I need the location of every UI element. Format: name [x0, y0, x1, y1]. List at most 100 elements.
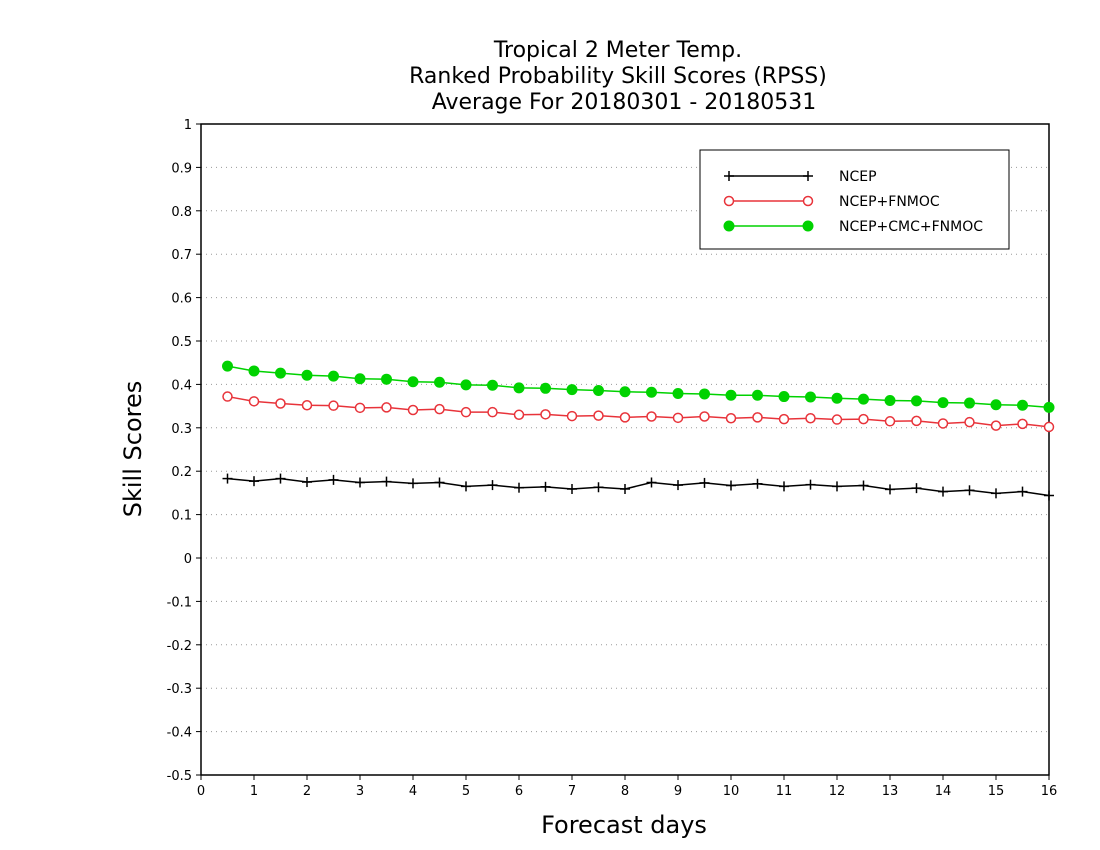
- data-point: [699, 411, 710, 422]
- y-tick-label: 0.5: [171, 335, 192, 350]
- data-point: [990, 420, 1002, 431]
- data-point: [911, 483, 922, 494]
- x-tick-label: 7: [568, 784, 576, 799]
- data-point: [407, 404, 419, 416]
- data-point: [222, 360, 233, 372]
- data-point: [381, 402, 392, 413]
- legend-box: [699, 149, 1010, 250]
- data-point: [566, 410, 578, 422]
- data-point: [858, 393, 869, 405]
- x-tick-label: 13: [882, 784, 899, 799]
- data-point: [779, 481, 789, 492]
- data-point: [275, 367, 286, 379]
- data-point: [673, 480, 683, 491]
- x-tick-label: 1: [250, 784, 258, 799]
- data-point: [1017, 399, 1028, 411]
- data-point: [778, 391, 790, 403]
- x-tick-label: 9: [674, 784, 682, 799]
- data-point: [884, 416, 896, 427]
- data-point: [858, 480, 869, 491]
- data-point: [805, 479, 816, 490]
- data-point: [831, 414, 843, 425]
- data-point: [222, 391, 233, 402]
- x-tick-label: 3: [356, 784, 364, 799]
- y-tick-label: 0.4: [171, 378, 192, 393]
- series-0: [222, 473, 1054, 501]
- y-tick-label: 0: [184, 552, 192, 567]
- x-tick-label: 4: [409, 784, 417, 799]
- y-tick-label: -0.3: [167, 682, 192, 697]
- y-tick-label: 0.9: [171, 161, 192, 176]
- x-tick-label: 16: [1041, 784, 1058, 799]
- legend-label: NCEP: [839, 169, 877, 185]
- data-point: [672, 412, 684, 424]
- data-point: [328, 400, 339, 411]
- legend-marker: [802, 195, 814, 207]
- legend-label: NCEP+FNMOC: [839, 194, 940, 210]
- data-point: [1044, 490, 1054, 501]
- x-tick-label: 0: [197, 784, 205, 799]
- x-tick-label: 14: [935, 784, 952, 799]
- data-point: [990, 399, 1002, 411]
- data-point: [991, 488, 1001, 499]
- data-point: [540, 409, 551, 420]
- data-point: [381, 373, 392, 385]
- y-tick-label: -0.4: [167, 726, 192, 741]
- data-point: [381, 476, 392, 487]
- data-point: [487, 379, 498, 391]
- data-point: [248, 396, 260, 407]
- data-point: [911, 415, 922, 427]
- data-point: [831, 392, 843, 404]
- data-point: [752, 412, 763, 423]
- data-point: [805, 391, 816, 403]
- data-point: [275, 398, 286, 409]
- y-tick-label: 0.1: [171, 509, 192, 524]
- y-tick-label: 0.8: [171, 205, 192, 220]
- data-point: [460, 406, 472, 418]
- x-tick-label: 10: [723, 784, 740, 799]
- x-tick-label: 2: [303, 784, 311, 799]
- x-tick-label: 12: [829, 784, 846, 799]
- data-point: [885, 484, 895, 495]
- data-point: [540, 481, 551, 492]
- data-point: [911, 395, 922, 407]
- legend: NCEP NCEP+FNMOC NCEP+CMC+FNMOC: [699, 149, 1010, 250]
- legend-marker: [723, 195, 735, 207]
- data-point: [937, 418, 949, 429]
- y-tick-label: 0.6: [171, 292, 192, 307]
- data-point: [513, 382, 525, 394]
- data-point: [434, 403, 445, 415]
- x-tick-label: 15: [988, 784, 1005, 799]
- data-point: [567, 483, 577, 494]
- data-point: [513, 409, 525, 421]
- data-point: [434, 376, 445, 388]
- data-point: [832, 481, 842, 492]
- data-point: [964, 485, 975, 496]
- y-tick-label: 0.2: [171, 465, 192, 480]
- series-2: [222, 360, 1055, 413]
- data-point: [460, 379, 472, 391]
- legend-item: NCEP+FNMOC: [723, 194, 940, 210]
- legend-item: NCEP+CMC+FNMOC: [723, 219, 983, 235]
- data-point: [593, 410, 604, 421]
- data-point: [725, 389, 737, 401]
- data-point: [620, 483, 630, 494]
- y-tick-label: -0.1: [167, 595, 192, 610]
- y-tick-label: 0.7: [171, 248, 192, 263]
- y-axis-title: Skill Scores: [119, 381, 147, 518]
- data-point: [858, 413, 869, 425]
- data-point: [487, 480, 498, 491]
- legend-label: NCEP+CMC+FNMOC: [839, 219, 983, 235]
- legend-marker: [723, 220, 735, 232]
- data-point: [461, 481, 471, 492]
- data-point: [752, 389, 763, 401]
- data-point: [566, 384, 578, 396]
- data-point: [699, 477, 710, 488]
- title-line-1: Tropical 2 Meter Temp.: [493, 38, 742, 63]
- series: [222, 360, 1055, 501]
- data-point: [1043, 421, 1055, 433]
- legend-marker: [802, 220, 814, 232]
- x-tick-label: 8: [621, 784, 629, 799]
- data-point: [328, 370, 339, 382]
